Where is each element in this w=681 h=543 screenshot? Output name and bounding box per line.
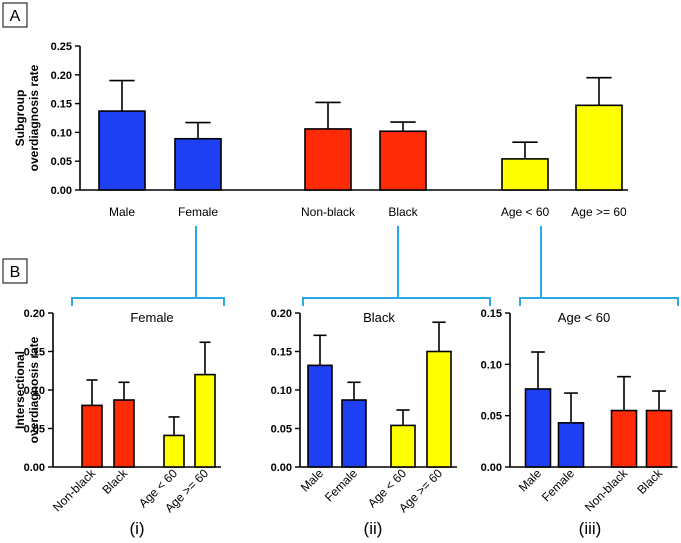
category-label: Male: [516, 466, 545, 495]
y-tick-label: 0.10: [271, 385, 292, 397]
category-label: Age >= 60: [571, 205, 627, 219]
connector-female-bracket: [71, 297, 225, 306]
connector-age-bracket: [519, 297, 679, 306]
category-label: Age < 60: [501, 205, 550, 219]
bar: [163, 434, 185, 468]
subpanel-label: (ii): [364, 519, 383, 538]
category-label: Black: [99, 466, 130, 497]
panel-b-label-text: B: [10, 264, 21, 281]
category-label: Non-black: [582, 466, 631, 515]
y-tick-label: 0.10: [24, 385, 45, 397]
y-tick-label: 0.10: [481, 359, 502, 371]
connector-black-bracket: [302, 297, 491, 306]
subpanel-label: (iii): [579, 519, 602, 538]
category-label: Black: [388, 205, 418, 219]
bar: [426, 350, 452, 468]
bar: [341, 399, 367, 468]
chart-a: 0.00 0.05 0.10 0.15 0.20 0.25 Male Female Non-bl…: [13, 41, 628, 219]
bar: [524, 388, 552, 468]
chart-title: Female: [130, 310, 173, 325]
y-tick-label: 0.05: [271, 424, 292, 436]
category-label: Black: [634, 466, 665, 497]
y-tick-label: 0.20: [271, 308, 292, 320]
chart-title: Black: [363, 310, 395, 325]
bar: [610, 409, 638, 468]
subpanel-label: (i): [129, 519, 144, 538]
y-tick-label: 0.15: [481, 308, 502, 320]
y-tick-label: 0.20: [24, 308, 45, 320]
category-label: Female: [539, 466, 577, 504]
bar: [174, 137, 222, 191]
panel-a-label: A: [2, 2, 28, 28]
y-axis-label-line1: Intersectional: [13, 351, 27, 429]
y-tick-label: 0.15: [271, 347, 292, 359]
y-tick-label: 0.20: [51, 70, 72, 82]
chart-title: Age < 60: [558, 310, 610, 325]
y-axis-label-line2: overdiagnosis rate: [27, 64, 41, 171]
bar: [113, 399, 135, 468]
bar: [501, 158, 549, 191]
bar: [379, 130, 427, 191]
bar: [304, 128, 352, 191]
y-tick-label: 0.00: [271, 462, 292, 474]
bar: [81, 404, 103, 468]
panel-b-label: B: [2, 258, 28, 284]
y-tick-label: 0.00: [481, 462, 502, 474]
bar: [557, 422, 585, 468]
y-axis-label-line2: overdiagnosis rate: [27, 336, 41, 443]
bar: [645, 409, 673, 468]
category-label: Male: [298, 466, 327, 495]
bar: [307, 364, 333, 468]
y-tick-label: 0.05: [51, 156, 72, 168]
category-label: Non-black: [301, 205, 356, 219]
y-tick-label: 0.00: [24, 462, 45, 474]
y-tick-label: 0.00: [51, 185, 72, 197]
bar: [194, 373, 216, 468]
y-tick-label: 0.05: [481, 411, 502, 423]
y-tick-label: 0.15: [24, 347, 45, 359]
y-axis-label-line1: Subgroup: [13, 90, 27, 147]
panel-a-label-text: A: [10, 8, 21, 25]
category-label: Female: [178, 205, 218, 219]
y-tick-label: 0.10: [51, 127, 72, 139]
bar: [390, 424, 416, 468]
category-label: Non-black: [50, 466, 99, 515]
y-tick-label: 0.15: [51, 99, 72, 111]
category-label: Female: [322, 466, 360, 504]
bar: [575, 104, 623, 191]
y-tick-label: 0.25: [51, 41, 72, 53]
bar: [98, 110, 146, 191]
y-tick-label: 0.05: [24, 424, 45, 436]
category-label: Male: [109, 205, 135, 219]
connectors: [71, 226, 679, 306]
